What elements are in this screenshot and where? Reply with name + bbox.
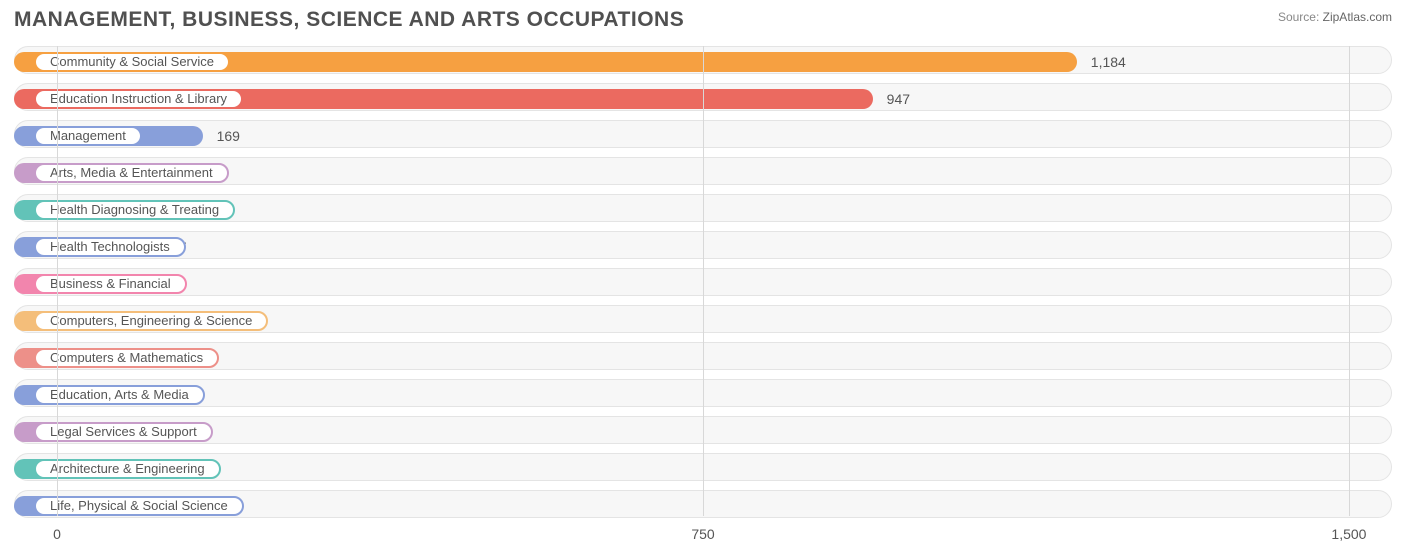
category-pill: Computers & Mathematics: [34, 348, 219, 368]
category-pill: Management: [34, 126, 142, 146]
source-value: ZipAtlas.com: [1323, 10, 1392, 24]
x-tick-label: 0: [53, 526, 61, 542]
category-pill: Health Diagnosing & Treating: [34, 200, 235, 220]
bar-value-label: 947: [877, 89, 910, 109]
category-pill: Education Instruction & Library: [34, 89, 243, 109]
category-pill: Arts, Media & Entertainment: [34, 163, 229, 183]
x-tick-label: 1,500: [1331, 526, 1366, 542]
bar-value-label: 169: [207, 126, 240, 146]
x-tick-label: 750: [691, 526, 714, 542]
bar-value-label: 1,184: [1081, 52, 1126, 72]
grid-line: [1349, 46, 1350, 516]
category-pill: Architecture & Engineering: [34, 459, 221, 479]
category-pill: Legal Services & Support: [34, 422, 213, 442]
category-pill: Computers, Engineering & Science: [34, 311, 268, 331]
category-pill: Life, Physical & Social Science: [34, 496, 244, 516]
grid-line: [703, 46, 704, 516]
source-label: Source:: [1278, 10, 1319, 24]
source-attribution: Source: ZipAtlas.com: [1278, 10, 1392, 24]
category-pill: Community & Social Service: [34, 52, 230, 72]
plot-area: 1,184 Community & Social Service 947 Educat…: [14, 44, 1392, 516]
grid-line: [57, 46, 58, 516]
chart-container: 1,184 Community & Social Service 947 Educat…: [14, 44, 1392, 546]
chart-title: MANAGEMENT, BUSINESS, SCIENCE AND ARTS O…: [14, 8, 684, 32]
category-pill: Education, Arts & Media: [34, 385, 205, 405]
